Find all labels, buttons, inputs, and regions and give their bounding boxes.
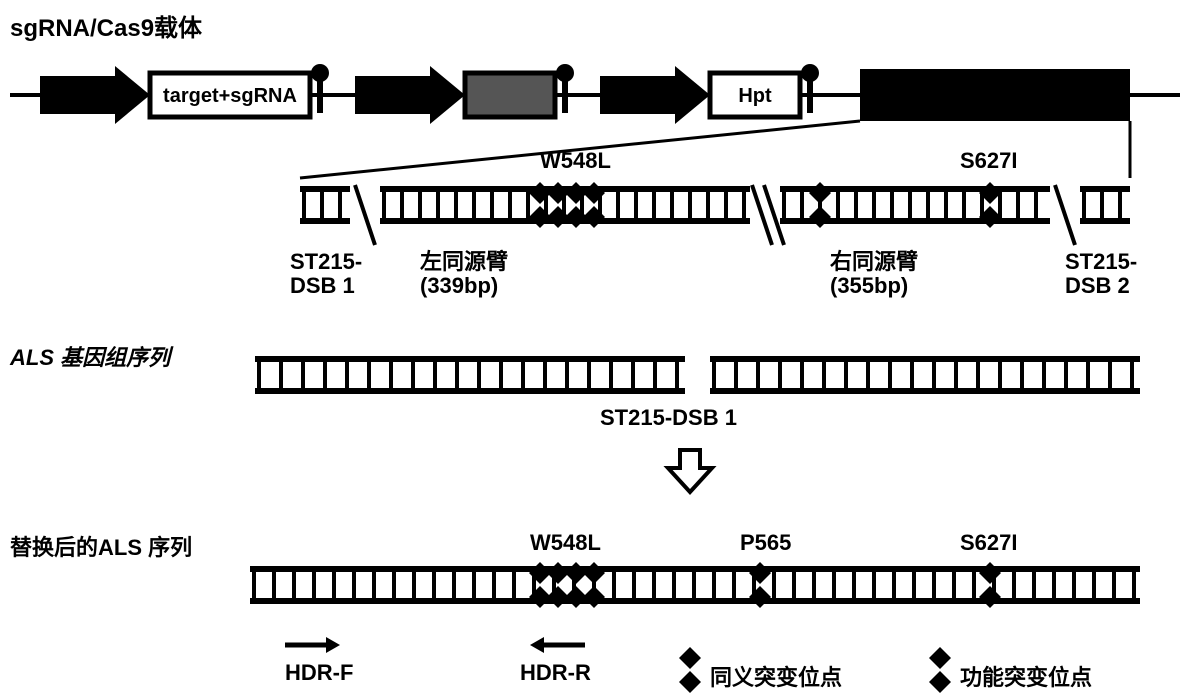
s627i-label-1: S627I <box>960 148 1018 174</box>
svg-text:target+sgRNA: target+sgRNA <box>163 85 297 107</box>
als-genome-label: ALS 基因组序列 <box>10 340 170 372</box>
legend-syn: 同义突变位点 <box>710 660 842 692</box>
right-arm-label: 右同源臂(355bp) <box>830 250 918 298</box>
hdr-f-label: HDR-F <box>285 660 353 686</box>
w548l-label-2: W548L <box>530 530 601 556</box>
break-label: ST215-DSB 1 <box>600 405 737 431</box>
hdr-r-label: HDR-R <box>520 660 591 686</box>
w548l-label-1: W548L <box>540 148 611 174</box>
p565-label: P565 <box>740 530 791 556</box>
legend-func: 功能突变位点 <box>960 660 1092 692</box>
s627i-label-2: S627I <box>960 530 1018 556</box>
replaced-label: 替换后的ALS 序列 <box>10 530 192 562</box>
st215-dsb2-label: ST215-DSB 2 <box>1065 250 1137 298</box>
st215-dsb1-label: ST215-DSB 1 <box>290 250 362 298</box>
left-arm-label: 左同源臂(339bp) <box>420 250 508 298</box>
title: sgRNA/Cas9载体 <box>10 8 202 43</box>
svg-text:Hpt: Hpt <box>738 85 772 107</box>
